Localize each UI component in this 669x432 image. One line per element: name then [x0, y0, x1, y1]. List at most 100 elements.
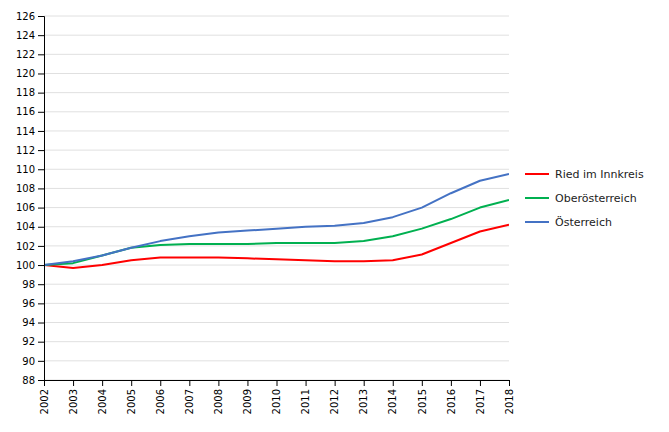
x-tick-mark [364, 380, 365, 386]
grid-line [44, 92, 509, 93]
x-tick-label: 2015 [417, 389, 428, 414]
y-tick-label: 100 [16, 260, 35, 271]
y-tick-mark [38, 93, 44, 94]
x-tick-mark [277, 380, 278, 386]
grid-line [44, 150, 509, 151]
x-tick-mark [73, 380, 74, 386]
y-tick: 100 [16, 260, 44, 271]
y-tick-label: 118 [16, 87, 35, 98]
y-tick-label: 108 [16, 183, 35, 194]
grid-line [44, 188, 509, 189]
x-tick-label: 2009 [242, 389, 253, 414]
y-tick-mark [38, 131, 44, 132]
grid-line [44, 35, 509, 36]
x-tick: 2013 [358, 380, 369, 414]
series-line [44, 200, 509, 265]
x-tick-label: 2017 [475, 389, 486, 414]
grid-line [44, 73, 509, 74]
y-tick: 120 [16, 68, 44, 79]
x-tick: 2012 [329, 380, 340, 414]
grid-line [44, 245, 509, 246]
grid-line [44, 360, 509, 361]
y-tick-label: 120 [16, 68, 35, 79]
y-tick-label: 116 [16, 106, 35, 117]
y-tick-mark [38, 342, 44, 343]
y-tick: 88 [22, 375, 44, 386]
series-line [44, 174, 509, 265]
y-tick-mark [38, 150, 44, 151]
x-tick-mark [102, 380, 103, 386]
x-tick-mark [422, 380, 423, 386]
x-tick-mark [451, 380, 452, 386]
y-tick-mark [38, 188, 44, 189]
y-tick-label: 102 [16, 241, 35, 252]
y-tick-mark [38, 323, 44, 324]
x-tick-label: 2002 [39, 389, 50, 414]
y-tick-label: 92 [22, 336, 35, 347]
y-tick: 118 [16, 87, 44, 98]
x-tick-mark [306, 380, 307, 386]
grid-line [44, 130, 509, 131]
x-tick: 2015 [417, 380, 428, 414]
y-tick: 106 [16, 202, 44, 213]
x-tick-mark [189, 380, 190, 386]
y-tick: 94 [22, 317, 44, 328]
grid-line [44, 284, 509, 285]
y-tick-mark [38, 208, 44, 209]
x-tick: 2004 [97, 380, 108, 414]
grid-line [44, 226, 509, 227]
y-tick-mark [38, 284, 44, 285]
y-tick: 114 [16, 126, 44, 137]
x-tick: 2014 [387, 380, 398, 414]
legend-label: Ried im Innkreis [555, 168, 644, 181]
y-tick-mark [38, 246, 44, 247]
y-tick-mark [38, 112, 44, 113]
series-line [44, 225, 509, 268]
x-tick-label: 2013 [358, 389, 369, 414]
y-axis-line [38, 17, 45, 381]
chart: 2002200320042005200620072008200920102011… [0, 0, 669, 432]
y-tick-label: 110 [16, 164, 35, 175]
y-axis: 88 90 92 94 96 98 100 102 104 106 108 110 112 114 116 1… [16, 11, 45, 386]
y-tick-mark [38, 227, 44, 228]
x-tick-mark [160, 380, 161, 386]
y-tick-mark [38, 35, 44, 36]
x-tick: 2002 [39, 380, 50, 414]
x-tick: 2005 [126, 380, 137, 414]
x-tick: 2016 [446, 380, 457, 414]
y-tick-label: 104 [16, 221, 35, 232]
y-tick: 122 [16, 49, 44, 60]
x-tick-mark [247, 380, 248, 386]
y-tick-mark [38, 73, 44, 74]
y-tick: 112 [16, 145, 44, 156]
y-tick-label: 122 [16, 49, 35, 60]
x-tick-label: 2018 [504, 389, 515, 414]
x-tick-label: 2012 [329, 389, 340, 414]
x-tick-label: 2011 [300, 389, 311, 414]
x-tick-mark [393, 380, 394, 386]
x-tick-mark [480, 380, 481, 386]
x-tick-label: 2016 [446, 389, 457, 414]
y-tick-label: 90 [22, 356, 35, 367]
lines [44, 174, 509, 268]
y-tick: 108 [16, 183, 44, 194]
plot: 2002200320042005200620072008200920102011… [16, 11, 644, 415]
legend-swatch [525, 221, 549, 223]
x-axis-line [45, 381, 510, 387]
y-tick: 110 [16, 164, 44, 175]
y-tick: 98 [22, 279, 44, 290]
y-tick: 96 [22, 298, 44, 309]
legend-swatch [525, 197, 549, 199]
x-tick: 2009 [242, 380, 253, 414]
y-tick-label: 124 [16, 30, 35, 41]
x-tick: 2017 [475, 380, 486, 414]
y-tick-mark [38, 380, 44, 381]
grid [44, 16, 509, 380]
y-tick: 116 [16, 106, 44, 117]
y-tick-mark [38, 16, 44, 17]
legend: Ried im InnkreisOberösterreichÖsterreich [525, 168, 644, 229]
x-tick: 2003 [68, 380, 79, 414]
x-tick-mark [335, 380, 336, 386]
x-tick: 2007 [184, 380, 195, 414]
grid-line [44, 341, 509, 342]
